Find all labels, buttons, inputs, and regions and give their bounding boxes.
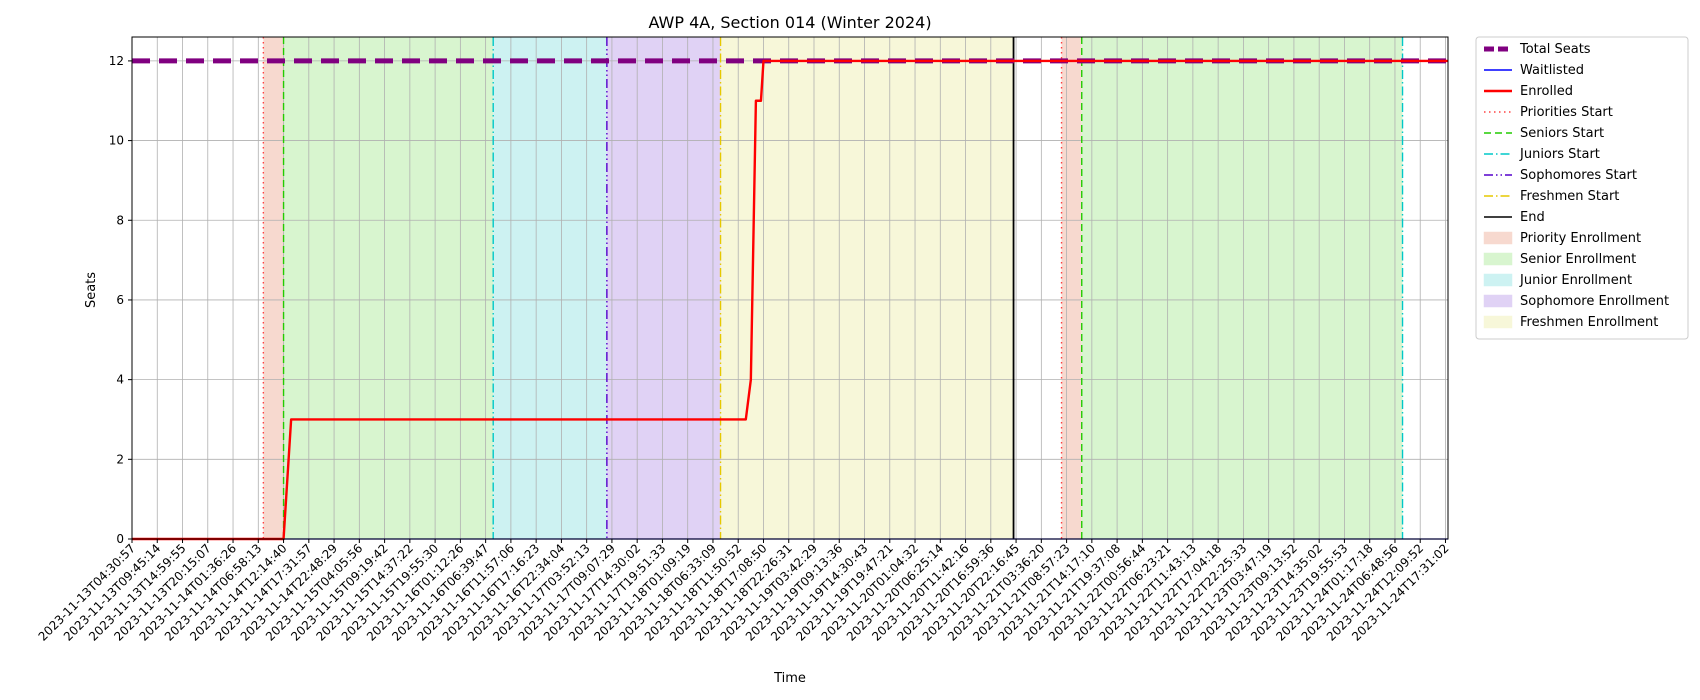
series-enrolled (132, 59, 1448, 541)
legend-label: Sophomores Start (1520, 168, 1637, 183)
legend-label: Enrolled (1520, 84, 1573, 99)
region-freshmen-enrollment (720, 37, 1014, 539)
legend-label: Seniors Start (1520, 126, 1604, 141)
plot-area: 0246810122023-11-13T04:30:572023-11-13T0… (36, 36, 1452, 644)
legend-label: Freshmen Start (1520, 189, 1619, 204)
legend: Total Seats Waitlisted Enrolled Priorities … (1475, 36, 1689, 340)
legend-label: Sophomore Enrollment (1520, 294, 1669, 309)
region-senior-enrollment (283, 37, 494, 539)
y-tick-label: 6 (116, 293, 124, 307)
legend-label: Priorities Start (1520, 105, 1613, 120)
legend-swatch (1483, 231, 1513, 245)
legend-label: Senior Enrollment (1520, 252, 1636, 267)
y-tick-label: 2 (116, 452, 124, 466)
region-junior-enrollment (493, 37, 607, 539)
y-tick-label: 4 (116, 373, 124, 387)
region-priority-enrollment (1061, 37, 1082, 539)
y-tick-label: 10 (109, 134, 124, 148)
y-tick-label: 0 (116, 532, 124, 546)
legend-label: End (1520, 210, 1545, 225)
legend-label: Total Seats (1519, 42, 1591, 57)
region-sophomore-enrollment (606, 37, 721, 539)
y-axis-title: Seats (84, 272, 99, 308)
legend-label: Juniors Start (1519, 147, 1600, 162)
y-tick-label: 8 (116, 213, 124, 227)
x-axis-title: Time (773, 671, 806, 686)
region-senior-enrollment (1081, 37, 1403, 539)
legend-frame (1475, 36, 1689, 340)
legend-label: Junior Enrollment (1519, 273, 1632, 288)
axes-frame (131, 36, 1449, 540)
chart-title: AWP 4A, Section 014 (Winter 2024) (648, 13, 931, 32)
legend-swatch (1483, 252, 1513, 266)
legend-swatch (1483, 273, 1513, 287)
y-tick-label: 12 (109, 54, 124, 68)
legend-label: Freshmen Enrollment (1520, 315, 1658, 330)
legend-label: Priority Enrollment (1520, 231, 1641, 246)
legend-swatch (1483, 315, 1513, 329)
region-priority-enrollment (263, 37, 284, 539)
legend-swatch (1483, 294, 1513, 308)
legend-label: Waitlisted (1520, 63, 1584, 78)
